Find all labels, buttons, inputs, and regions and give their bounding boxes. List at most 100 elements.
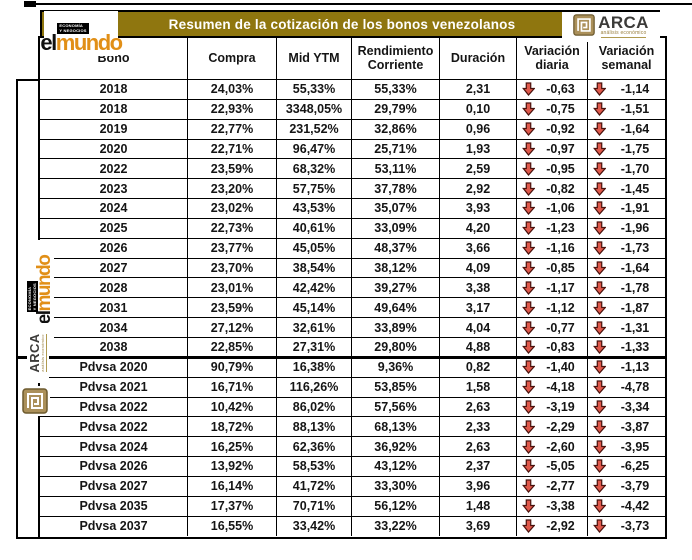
compra-cell: 23,01% xyxy=(188,278,277,299)
mid-ytm-cell: 116,26% xyxy=(277,377,352,398)
variacion-diaria-cell: -0,77 xyxy=(517,318,588,338)
variacion-diaria-value: -3,19 xyxy=(546,399,575,414)
duracion-cell: 2,33 xyxy=(440,417,517,438)
down-arrow-icon xyxy=(522,499,535,514)
variacion-semanal-value: -4,78 xyxy=(620,380,650,395)
rendimiento-corriente-cell: 29,80% xyxy=(352,337,440,358)
variacion-diaria-value: -5,05 xyxy=(546,459,575,474)
down-arrow-icon xyxy=(522,340,535,355)
compra-cell: 23,77% xyxy=(188,238,277,259)
variacion-semanal-cell: -1,73 xyxy=(588,239,665,259)
down-arrow-icon xyxy=(593,479,606,494)
variacion-semanal-cell: -1,64 xyxy=(588,120,665,140)
rendimiento-corriente-cell: 36,92% xyxy=(352,437,440,458)
variacion-semanal-cell: -3,87 xyxy=(588,417,665,438)
down-arrow-icon xyxy=(522,122,535,137)
variacion-semanal-cell: -3,73 xyxy=(588,517,665,537)
duracion-cell: 2,59 xyxy=(440,159,517,180)
bond-name-cell: Pdvsa 2022 xyxy=(40,417,188,438)
duracion-cell: 3,69 xyxy=(440,516,517,537)
variacion-semanal-value: -1,33 xyxy=(620,340,650,355)
compra-cell: 24,03% xyxy=(188,80,277,100)
variacion-semanal-value: -1,75 xyxy=(620,141,650,156)
variacion-semanal-value: -3,34 xyxy=(620,399,650,414)
rendimiento-corriente-cell: 48,37% xyxy=(352,238,440,259)
variacion-semanal-cell: -1,33 xyxy=(588,338,665,358)
duracion-cell: 1,93 xyxy=(440,139,517,160)
rendimiento-corriente-cell: 68,13% xyxy=(352,417,440,438)
variacion-semanal-cell: -1,31 xyxy=(588,318,665,338)
mid-ytm-cell: 86,02% xyxy=(277,397,352,418)
mid-ytm-cell: 27,31% xyxy=(277,337,352,358)
compra-cell: 10,42% xyxy=(188,397,277,418)
rendimiento-corriente-cell: 37,78% xyxy=(352,179,440,200)
down-arrow-icon xyxy=(522,221,535,236)
rendimiento-corriente-cell: 53,85% xyxy=(352,377,440,398)
page-title: Resumen de la cotización de los bonos ve… xyxy=(168,16,516,32)
variacion-diaria-cell: -0,75 xyxy=(517,99,588,120)
duracion-cell: 4,88 xyxy=(440,337,517,358)
mid-ytm-cell: 70,71% xyxy=(277,496,352,517)
down-arrow-icon xyxy=(593,241,606,256)
rendimiento-corriente-cell: 25,71% xyxy=(352,139,440,160)
down-arrow-icon xyxy=(593,301,606,315)
down-arrow-icon xyxy=(593,82,606,97)
variacion-diaria-cell: -1,06 xyxy=(517,199,588,219)
mid-ytm-cell: 231,52% xyxy=(277,119,352,140)
bond-name-cell: 2027 xyxy=(40,258,188,279)
variacion-diaria-value: -0,82 xyxy=(546,181,575,196)
arca-wordmark: ARCA análisis económico xyxy=(598,13,649,38)
bond-name-cell: 2018 xyxy=(40,80,188,100)
rendimiento-corriente-cell: 53,11% xyxy=(352,159,440,180)
down-arrow-icon xyxy=(593,420,606,434)
variacion-diaria-value: -2,92 xyxy=(546,519,575,534)
down-arrow-icon xyxy=(522,142,535,156)
variacion-diaria-value: -1,06 xyxy=(546,201,575,216)
rendimiento-corriente-cell: 33,30% xyxy=(352,476,440,497)
variacion-semanal-cell: -1,64 xyxy=(588,259,665,279)
variacion-semanal-value: -1,13 xyxy=(620,360,650,375)
compra-cell: 22,77% xyxy=(188,119,277,140)
mid-ytm-cell: 45,05% xyxy=(277,238,352,259)
variacion-semanal-cell: -6,25 xyxy=(588,457,665,477)
variacion-semanal-cell: -1,14 xyxy=(588,80,665,100)
down-arrow-icon xyxy=(593,380,606,395)
variacion-semanal-cell: -3,79 xyxy=(588,477,665,497)
mid-ytm-cell: 55,33% xyxy=(277,80,352,100)
variacion-semanal-value: -3,87 xyxy=(620,419,650,434)
rendimiento-corriente-cell: 43,12% xyxy=(352,457,440,477)
duracion-cell: 4,09 xyxy=(440,258,517,279)
bond-table: Bono Compra Mid YTM Rendimiento Corriente… xyxy=(38,36,667,539)
variacion-diaria-cell: -1,23 xyxy=(517,218,588,239)
mid-ytm-cell: 43,53% xyxy=(277,199,352,219)
duracion-cell: 3,17 xyxy=(440,298,517,319)
variacion-diaria-cell: -1,16 xyxy=(517,238,588,259)
rendimiento-corriente-cell: 39,27% xyxy=(352,278,440,299)
bond-name-cell: 2028 xyxy=(40,278,188,299)
bond-name-cell: Pdvsa 2020 xyxy=(40,357,188,378)
compra-cell: 27,12% xyxy=(188,318,277,338)
mid-ytm-cell: 32,61% xyxy=(277,318,352,338)
variacion-diaria-value: -0,75 xyxy=(546,102,575,117)
variacion-diaria-value: -0,97 xyxy=(546,141,575,156)
arca-logo: ARCA análisis económico xyxy=(562,12,660,42)
duracion-cell: 3,66 xyxy=(440,238,517,259)
variacion-semanal-value: -3,73 xyxy=(620,519,650,534)
down-arrow-icon xyxy=(522,301,535,315)
variacion-diaria-value: -1,17 xyxy=(546,280,575,295)
variacion-diaria-cell: -0,63 xyxy=(517,80,588,100)
compra-cell: 18,72% xyxy=(188,417,277,438)
elmundo-mundo-text: mundo xyxy=(55,30,123,55)
variacion-diaria-value: -3,38 xyxy=(546,499,575,514)
rendimiento-corriente-cell: 57,56% xyxy=(352,397,440,418)
rendimiento-corriente-cell: 32,86% xyxy=(352,119,440,140)
variacion-diaria-cell: -2,77 xyxy=(517,476,588,497)
bond-name-cell: 2038 xyxy=(40,337,188,358)
rendimiento-corriente-cell: 56,12% xyxy=(352,496,440,517)
duracion-cell: 2,37 xyxy=(440,457,517,477)
variacion-diaria-value: -1,23 xyxy=(546,221,575,236)
compra-cell: 22,71% xyxy=(188,139,277,160)
down-arrow-icon xyxy=(593,221,606,236)
down-arrow-icon xyxy=(593,320,606,335)
